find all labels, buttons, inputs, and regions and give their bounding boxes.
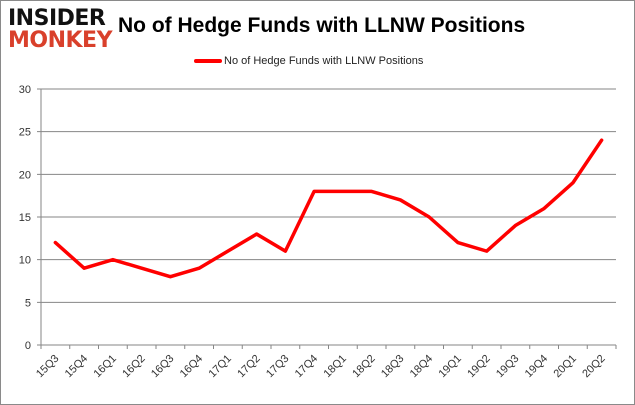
logo-line-1: INSIDER: [8, 6, 106, 31]
legend-swatch: [194, 59, 222, 63]
x-tick-label: 17Q4: [293, 353, 321, 381]
y-tick-label: 0: [25, 340, 31, 352]
x-tick-label: 18Q1: [321, 353, 349, 381]
x-tick-label: 19Q1: [436, 353, 464, 381]
x-tick-label: 18Q3: [379, 353, 407, 381]
x-tick-label: 20Q1: [551, 353, 579, 381]
legend: No of Hedge Funds with LLNW Positions: [194, 55, 423, 67]
y-tick-label: 25: [19, 127, 31, 139]
chart-title: No of Hedge Funds with LLNW Positions: [118, 14, 526, 37]
x-tick-label: 18Q2: [350, 353, 378, 381]
x-tick-label: 19Q3: [494, 353, 522, 381]
x-tick-label: 20Q2: [580, 353, 608, 381]
y-tick-label: 20: [19, 169, 31, 181]
x-tick-label: 16Q1: [91, 353, 119, 381]
x-tick-label: 15Q3: [34, 353, 62, 381]
x-tick-label: 17Q1: [206, 353, 234, 381]
x-tick-label: 17Q3: [264, 353, 292, 381]
y-tick-label: 10: [19, 255, 31, 267]
x-tick-label: 18Q4: [408, 353, 436, 381]
x-tick-label: 17Q2: [235, 353, 263, 381]
legend-label: No of Hedge Funds with LLNW Positions: [224, 55, 424, 67]
series-line: [53, 138, 604, 279]
y-tick-label: 30: [19, 84, 31, 96]
y-tick-label: 15: [19, 212, 31, 224]
x-tick-label: 16Q4: [178, 353, 206, 381]
x-tick-label: 15Q4: [63, 353, 91, 381]
x-tick-label: 16Q2: [120, 353, 148, 381]
x-tick-label: 19Q4: [523, 353, 551, 381]
x-tick-label: 19Q2: [465, 353, 493, 381]
logo-line-2: MONKEY: [8, 28, 113, 53]
y-tick-label: 5: [25, 297, 31, 309]
x-tick-label: 16Q3: [149, 353, 177, 381]
insider-monkey-logo: INSIDER MONKEY: [8, 6, 118, 53]
